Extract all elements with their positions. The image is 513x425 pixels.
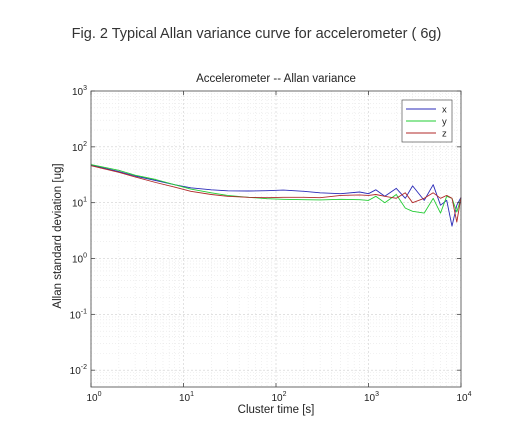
x-axis-title: Cluster time [s] bbox=[238, 404, 315, 416]
y-tick-label: 100 bbox=[72, 253, 87, 266]
legend-label-z: z bbox=[442, 129, 447, 140]
x-tick-label: 104 bbox=[456, 391, 471, 404]
plot-title: Accelerometer -- Allan variance bbox=[196, 73, 356, 85]
legend-label-x: x bbox=[442, 105, 447, 116]
y-tick-label: 101 bbox=[72, 197, 87, 210]
x-tick-label: 102 bbox=[271, 391, 286, 404]
tick-layer: 100 101 102 103 104 10-2 10-1 100 101 102 103 bbox=[70, 85, 472, 404]
x-tick-label: 100 bbox=[86, 391, 101, 404]
figure-caption: Fig. 2 Typical Allan variance curve for … bbox=[71, 26, 442, 42]
grid-layer bbox=[90, 91, 461, 388]
series-line-x bbox=[90, 164, 462, 227]
legend-label-y: y bbox=[442, 117, 447, 128]
series-line-y bbox=[90, 164, 462, 214]
series-line-z bbox=[90, 165, 462, 223]
x-tick-label: 101 bbox=[179, 391, 194, 404]
y-tick-label: 103 bbox=[72, 85, 87, 98]
y-axis-title: Allan standard deviation [ug] bbox=[52, 163, 64, 308]
y-tick-label: 10-2 bbox=[70, 364, 87, 377]
legend: xyz bbox=[401, 99, 453, 143]
y-tick-label: 10-1 bbox=[70, 308, 87, 321]
series-layer bbox=[90, 164, 462, 227]
x-tick-label: 103 bbox=[364, 391, 379, 404]
y-tick-label: 102 bbox=[72, 141, 87, 154]
